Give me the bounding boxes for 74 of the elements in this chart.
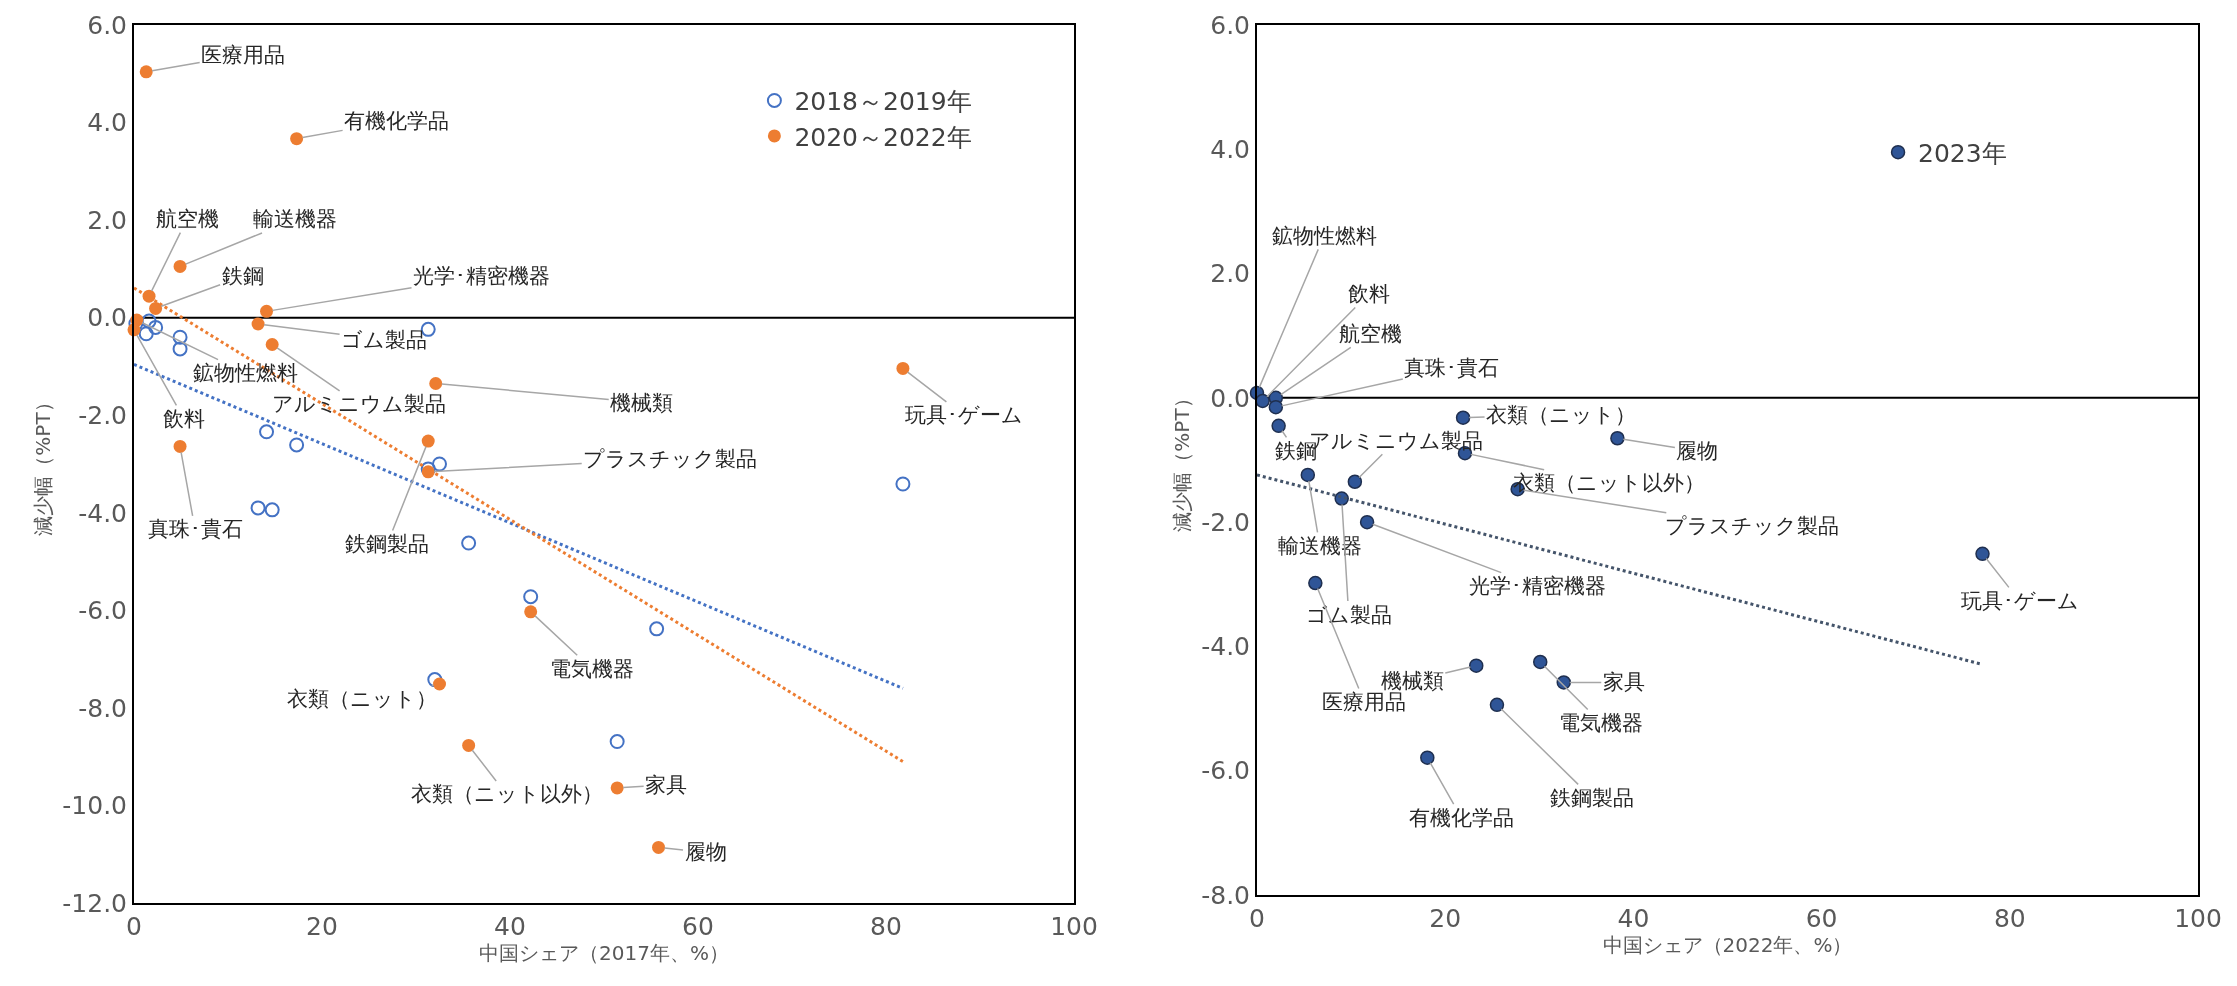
annotation: ゴム製品 [1306, 603, 1392, 627]
annotation: 真珠･貴石 [1404, 356, 1499, 380]
annotation: 輸送機器 [253, 207, 337, 231]
annotation: 鉄鋼製品 [1550, 786, 1634, 810]
y-tick-label: 4.0 [1210, 135, 1250, 165]
annotation: プラスチック製品 [583, 447, 757, 471]
annotation: 衣類（ニット） [287, 687, 437, 711]
y-tick-label: -4.0 [1201, 632, 1250, 662]
annotation: 真珠･貴石 [148, 517, 243, 541]
annotation: 電気機器 [550, 657, 634, 681]
annotation: 鉄鋼製品 [345, 532, 429, 556]
legend-label: 2023年 [1918, 138, 2007, 168]
annotation: 航空機 [1339, 322, 1402, 346]
y-tick-label: -10.0 [62, 791, 127, 821]
annotation: 機械類 [1381, 669, 1444, 693]
x-tick-label: 60 [1805, 904, 1838, 933]
y-tick-label: 0.0 [1210, 383, 1250, 413]
annotation: 家具 [645, 773, 687, 797]
annotation: 飲料 [1348, 282, 1390, 306]
annotation: 衣類（ニット以外） [411, 782, 603, 806]
x-axis-title: 中国シェア（2017年、%） [479, 941, 729, 965]
y-tick-label: 6.0 [87, 10, 127, 40]
x-tick-label: 40 [494, 912, 526, 941]
y-axis-title: 減少幅（%PT） [31, 392, 56, 536]
x-axis-title: 中国シェア（2022年、%） [1602, 933, 1853, 957]
annotation: アルミニウム製品 [272, 392, 446, 416]
annotation: 光学･精密機器 [1469, 574, 1606, 598]
annotation: 履物 [685, 840, 727, 864]
x-tick-label: 80 [1993, 904, 2026, 933]
annotation: 機械類 [610, 391, 673, 415]
annotation: 鉱物性燃料 [193, 361, 298, 385]
y-tick-label: 2.0 [87, 205, 127, 235]
y-tick-label: -8.0 [1201, 880, 1250, 910]
y-tick-label: 6.0 [1210, 10, 1250, 40]
annotation: 輸送機器 [1278, 534, 1362, 558]
x-tick-label: 80 [870, 912, 902, 941]
legend-label: 2018～2019年 [794, 87, 972, 117]
y-tick-label: -2.0 [78, 400, 127, 430]
annotation: 航空機 [156, 207, 219, 231]
annotation: 家具 [1603, 670, 1645, 694]
x-tick-label: 0 [126, 912, 142, 941]
x-tick-label: 20 [1429, 904, 1462, 933]
annotation: プラスチック製品 [1665, 514, 1839, 538]
x-tick-label: 0 [1249, 904, 1265, 933]
annotation: 玩具･ゲーム [905, 403, 1023, 427]
annotation: 電気機器 [1559, 711, 1643, 735]
y-tick-label: -6.0 [78, 596, 127, 626]
annotation: 飲料 [163, 407, 205, 431]
legend-label: 2020～2022年 [794, 122, 972, 152]
annotation: 医療用品 [1322, 690, 1406, 714]
annotation: 鉱物性燃料 [1272, 224, 1377, 248]
y-tick-label: -8.0 [78, 693, 127, 723]
y-tick-label: -2.0 [1201, 507, 1250, 537]
annotation: 衣類（ニット） [1486, 403, 1636, 427]
x-tick-label: 40 [1617, 904, 1650, 933]
y-tick-label: 4.0 [87, 108, 127, 138]
annotation: ゴム製品 [341, 328, 427, 352]
annotation: 履物 [1676, 439, 1718, 463]
y-tick-label: -12.0 [62, 888, 127, 918]
y-tick-label: -6.0 [1201, 756, 1250, 786]
annotation: 光学･精密機器 [413, 264, 550, 288]
y-tick-label: 2.0 [1210, 259, 1250, 289]
annotation: 有機化学品 [1409, 806, 1514, 830]
y-tick-label: 0.0 [87, 303, 127, 333]
annotation: 医療用品 [201, 43, 285, 67]
annotation: 有機化学品 [344, 109, 449, 133]
x-tick-label: 60 [682, 912, 714, 941]
y-tick-label: -4.0 [78, 498, 127, 528]
y-axis-title: 減少幅（%PT） [1170, 388, 1195, 532]
x-tick-label: 100 [1050, 912, 1098, 941]
annotation: 玩具･ゲーム [1961, 589, 2079, 613]
x-tick-label: 100 [2174, 904, 2222, 933]
annotation: 鉄鋼 [222, 264, 264, 288]
x-tick-label: 20 [306, 912, 338, 941]
